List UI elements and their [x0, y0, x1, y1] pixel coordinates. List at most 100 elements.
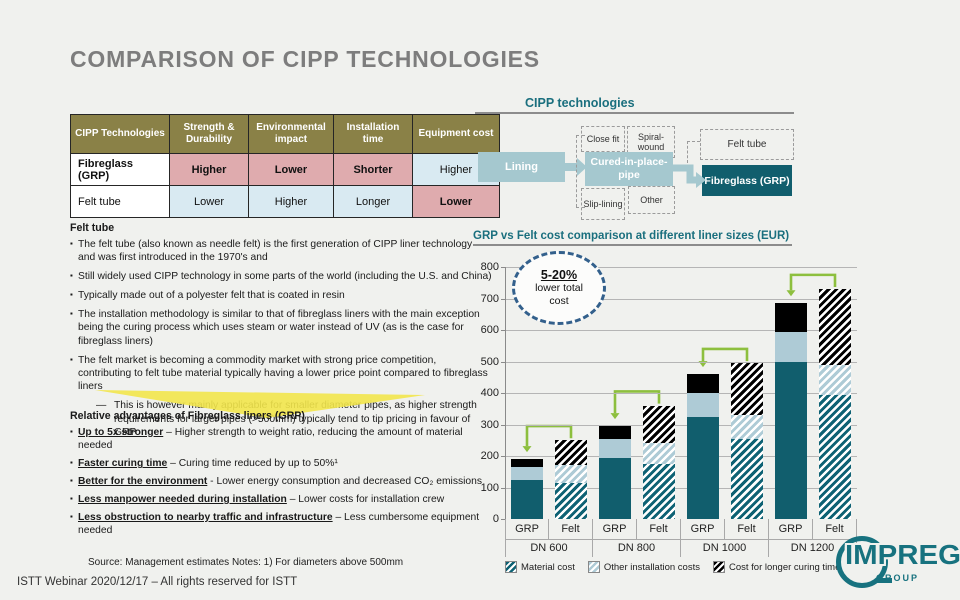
felt-bullet: ▪ Typically made out of a polyester felt …: [70, 290, 345, 302]
advantage-bullet: ▪ Less manpower needed during installatio…: [70, 494, 445, 505]
gridline: [505, 330, 857, 331]
bar-segment-0: [643, 463, 675, 519]
bar-axis-label: GRP: [505, 519, 549, 539]
advantage-bullet: ▪ Better for the environment - Lower ener…: [70, 476, 483, 488]
table-cell: Shorter: [333, 153, 413, 186]
felt-bullet: ▪ The felt market is becoming a commodity…: [70, 354, 488, 393]
y-axis-label: 100: [480, 481, 499, 494]
dashed-connector: [687, 141, 700, 142]
cured-in-place-pipe-box: Cured-in-place-pipe: [585, 152, 673, 186]
legend-label: Other installation costs: [603, 561, 700, 573]
table-cell: Longer: [333, 185, 413, 218]
dashed-connector: [687, 141, 688, 163]
bar-dn600-grp: [511, 459, 543, 519]
comparison-table: CIPP Technologies Strength & Durability En…: [70, 114, 500, 218]
source-note: Source: Management estimates Notes: 1) F…: [88, 557, 404, 568]
group-axis-label: DN 1000: [681, 540, 769, 557]
y-axis-label: 300: [480, 418, 499, 431]
axis-tick: [501, 393, 505, 394]
table-cell: Lower: [248, 153, 334, 186]
chart-rule: [473, 244, 792, 246]
bar-segment-2: [555, 440, 587, 466]
bar-dn1000-grp: [687, 374, 719, 519]
bar-segment-0: [819, 394, 851, 519]
advantages-bullet-list: ▪ Up to 5x stronger – Higher strength to …: [70, 426, 494, 538]
right-arrowhead-icon: [577, 158, 587, 176]
y-axis-label: 500: [480, 355, 499, 368]
legend-item: Cost for longer curing time: [712, 561, 841, 573]
axis-tick: [501, 424, 505, 426]
table-header-cell: Environmental impact: [248, 114, 334, 154]
bar-segment-1: [643, 443, 675, 464]
y-axis-label: 700: [480, 292, 499, 305]
dashed-connector: [576, 135, 577, 207]
bar-segment-0: [555, 482, 587, 519]
table-cell: Lower: [412, 185, 500, 218]
gridline: [505, 487, 857, 489]
slip-lining-box: Slip-lining: [581, 188, 625, 220]
bar-segment-0: [687, 416, 719, 519]
gridline: [505, 456, 857, 457]
group-axis-label: DN 600: [505, 540, 593, 557]
axis-tick: [501, 487, 505, 489]
table-header-cell: Installation time: [333, 114, 413, 154]
table-header-cell: CIPP Technologies: [70, 114, 170, 154]
bar-axis-label: Felt: [549, 519, 593, 539]
diagram-rule: [475, 112, 794, 114]
legend-item: Other installation costs: [587, 561, 700, 573]
bar-dn600-felt: [555, 440, 587, 519]
advantage-bullet: ▪ Less obstruction to nearby traffic and …: [70, 511, 480, 537]
bar-segment-2: [687, 374, 719, 393]
footer-text: ISTT Webinar 2020/12/17 – All rights res…: [17, 576, 298, 588]
y-axis-line: [505, 267, 506, 519]
logo-wordmark: IMPREG: [845, 539, 960, 570]
bar-dn800-grp: [599, 426, 631, 519]
bar-segment-0: [731, 438, 763, 519]
bar-dn800-felt: [643, 405, 675, 519]
bar-segment-2: [643, 405, 675, 444]
bar-axis-label: Felt: [725, 519, 769, 539]
axis-tick: [501, 456, 505, 457]
bar-segment-1: [687, 393, 719, 417]
felt-bullet: ▪ Still widely used CIPP technology in so…: [70, 271, 492, 283]
table-cell: Lower: [169, 185, 249, 218]
axis-tick: [501, 298, 505, 300]
page-title: COMPARISON OF CIPP TECHNOLOGIES: [70, 46, 540, 72]
bar-segment-0: [511, 479, 543, 519]
bar-segment-2: [775, 303, 807, 332]
bar-axis-label: GRP: [769, 519, 813, 539]
close-fit-box: Close fit: [581, 126, 625, 152]
gridline: [505, 424, 857, 426]
savings-arrows: [522, 273, 837, 453]
chart-title: GRP vs Felt cost comparison at different…: [473, 230, 790, 242]
felt-section-heading: Felt tube: [70, 222, 115, 234]
chart-plot-area: [501, 267, 857, 520]
bar-axis-label: Felt: [813, 519, 857, 539]
table-header-cell: Strength & Durability: [169, 114, 249, 154]
bar-axis-label: Felt: [637, 519, 681, 539]
bar-label-band: GRP Felt GRP Felt GRP Felt GRP Felt: [505, 519, 857, 540]
bar-segment-1: [775, 331, 807, 362]
y-axis-label: 400: [480, 387, 499, 399]
gridline: [505, 298, 857, 300]
legend-swatch-icon: [505, 561, 517, 573]
fibreglass-grp-box: Fibreglass (GRP): [702, 165, 792, 196]
bar-dn1200-felt: [819, 289, 851, 519]
savings-label-2: cost: [549, 295, 569, 307]
bar-segment-0: [775, 361, 807, 519]
table-header-cell: Equipment cost: [412, 114, 500, 154]
savings-callout: 5-20% lower total cost: [512, 251, 606, 325]
axis-tick: [501, 361, 505, 363]
bar-segment-2: [731, 363, 763, 416]
table-row: Felt tube Lower Higher Longer Lower: [70, 185, 500, 218]
legend-label: Cost for longer curing time: [728, 561, 841, 573]
felt-tube-box: Felt tube: [700, 129, 794, 160]
y-axis-label: 600: [480, 324, 499, 336]
axis-tick: [501, 267, 505, 268]
bar-dn1000-felt: [731, 363, 763, 519]
table-row-label: Felt tube: [70, 185, 170, 218]
bar-segment-1: [819, 364, 851, 395]
diagram-panel-header: CIPP technologies: [475, 96, 794, 114]
bar-dn1200-grp: [775, 303, 807, 519]
legend-swatch-icon: [712, 561, 725, 573]
